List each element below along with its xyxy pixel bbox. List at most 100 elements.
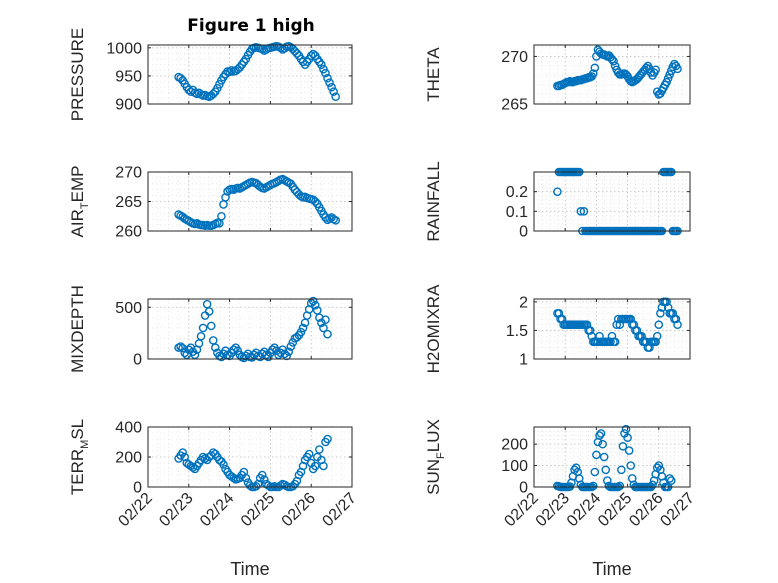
data-point — [259, 475, 269, 484]
x-tick-label: 02/23 — [156, 490, 196, 530]
subplot-mixdepth: 0 500 MIXDEPTH — [68, 0, 353, 373]
data-point — [321, 315, 330, 324]
x-axis-label: Time — [230, 559, 269, 579]
data-point — [609, 56, 618, 66]
y-tick-label: 260 — [115, 224, 142, 241]
y-label-subscript: T — [79, 202, 91, 209]
data-point — [596, 429, 606, 438]
y-tick-label: 900 — [115, 97, 142, 114]
y-label-tail: SL — [68, 419, 87, 440]
data-point — [328, 0, 335, 4]
data-point — [610, 61, 620, 71]
data-point — [204, 307, 214, 316]
axes-box — [147, 44, 353, 105]
data-point — [590, 467, 600, 477]
data-point — [321, 213, 330, 222]
data-point — [319, 461, 328, 471]
axes-box — [533, 171, 691, 232]
data-point — [229, 473, 238, 483]
data-point — [323, 73, 332, 83]
data-point — [241, 473, 251, 483]
x-tick-label: 02/26 — [279, 490, 319, 530]
data-point — [251, 481, 261, 491]
data-point — [669, 0, 676, 4]
x-tick-label: 02/25 — [238, 490, 278, 530]
data-point — [196, 331, 206, 341]
y-tick-label: 2 — [519, 294, 528, 311]
data-point — [606, 337, 615, 347]
data-point — [328, 0, 335, 4]
data-point — [323, 434, 332, 444]
data-point — [292, 332, 302, 342]
series-h2omixra — [553, 297, 682, 352]
data-point — [190, 350, 200, 360]
data-point — [286, 342, 296, 351]
data-point — [610, 337, 620, 347]
data-point — [219, 460, 228, 469]
x-tick-label: 02/25 — [595, 490, 635, 530]
y-tick-label: 400 — [115, 420, 142, 437]
y-tick-label: 100 — [501, 458, 528, 475]
data-point — [176, 73, 185, 83]
data-point — [176, 342, 185, 351]
data-point — [233, 346, 243, 356]
data-point — [329, 87, 338, 96]
data-point — [665, 70, 675, 79]
x-tick-label: 02/26 — [626, 490, 666, 530]
data-point — [571, 463, 581, 473]
data-point — [623, 433, 632, 443]
y-axis-label: AIRTEMP — [68, 166, 91, 238]
y-label-main: H2OMIXRA — [424, 284, 443, 373]
data-point — [671, 314, 681, 324]
subplot-theta: 265 270 THETA — [424, 44, 691, 114]
y-tick-label: 200 — [115, 450, 142, 467]
data-point — [654, 320, 664, 330]
data-point — [665, 474, 675, 483]
data-point — [178, 448, 187, 457]
data-point — [662, 77, 671, 87]
data-point — [325, 78, 334, 87]
y-axis-label: THETA — [424, 47, 443, 102]
data-point — [292, 49, 302, 58]
x-tick-label: 02/27 — [319, 490, 359, 530]
y-tick-label: 270 — [115, 165, 142, 182]
series-air_temp — [174, 174, 340, 230]
axes-box — [533, 44, 691, 105]
data-point — [588, 481, 598, 491]
y-axis-label: MIXDEPTH — [68, 285, 87, 373]
y-tick-label: 0.2 — [506, 184, 528, 201]
y-label-subscript: M — [79, 440, 91, 449]
series-theta — [553, 45, 682, 99]
data-point — [652, 331, 662, 341]
data-point — [276, 481, 285, 490]
data-point — [601, 465, 611, 475]
axes-box — [533, 298, 691, 360]
y-label-tail: LUX — [424, 419, 443, 452]
data-point — [671, 0, 678, 4]
y-tick-label: 1.5 — [506, 323, 528, 340]
data-point — [662, 297, 671, 307]
data-point — [663, 74, 673, 83]
y-axis-label: RAINFALL — [424, 161, 443, 241]
figure-title: Figure 1 high — [187, 16, 315, 36]
data-point — [651, 65, 660, 75]
data-point — [612, 320, 621, 330]
y-tick-label: 0 — [133, 480, 142, 497]
x-tick-label: 02/24 — [197, 490, 237, 530]
data-point — [332, 0, 339, 4]
data-point — [296, 327, 306, 337]
data-point — [184, 345, 194, 354]
data-point — [268, 345, 277, 354]
y-tick-label: 0 — [519, 224, 528, 241]
y-label-main: MIXDEPTH — [68, 285, 87, 373]
data-point — [211, 343, 220, 352]
data-point — [626, 461, 636, 470]
data-point — [178, 343, 187, 353]
data-point — [331, 92, 340, 101]
data-point — [327, 82, 336, 92]
data-point — [621, 424, 631, 434]
y-label-subscript: F — [435, 452, 447, 459]
data-point — [332, 0, 339, 4]
y-label-main: PRESSURE — [68, 28, 87, 122]
data-point — [202, 299, 212, 309]
